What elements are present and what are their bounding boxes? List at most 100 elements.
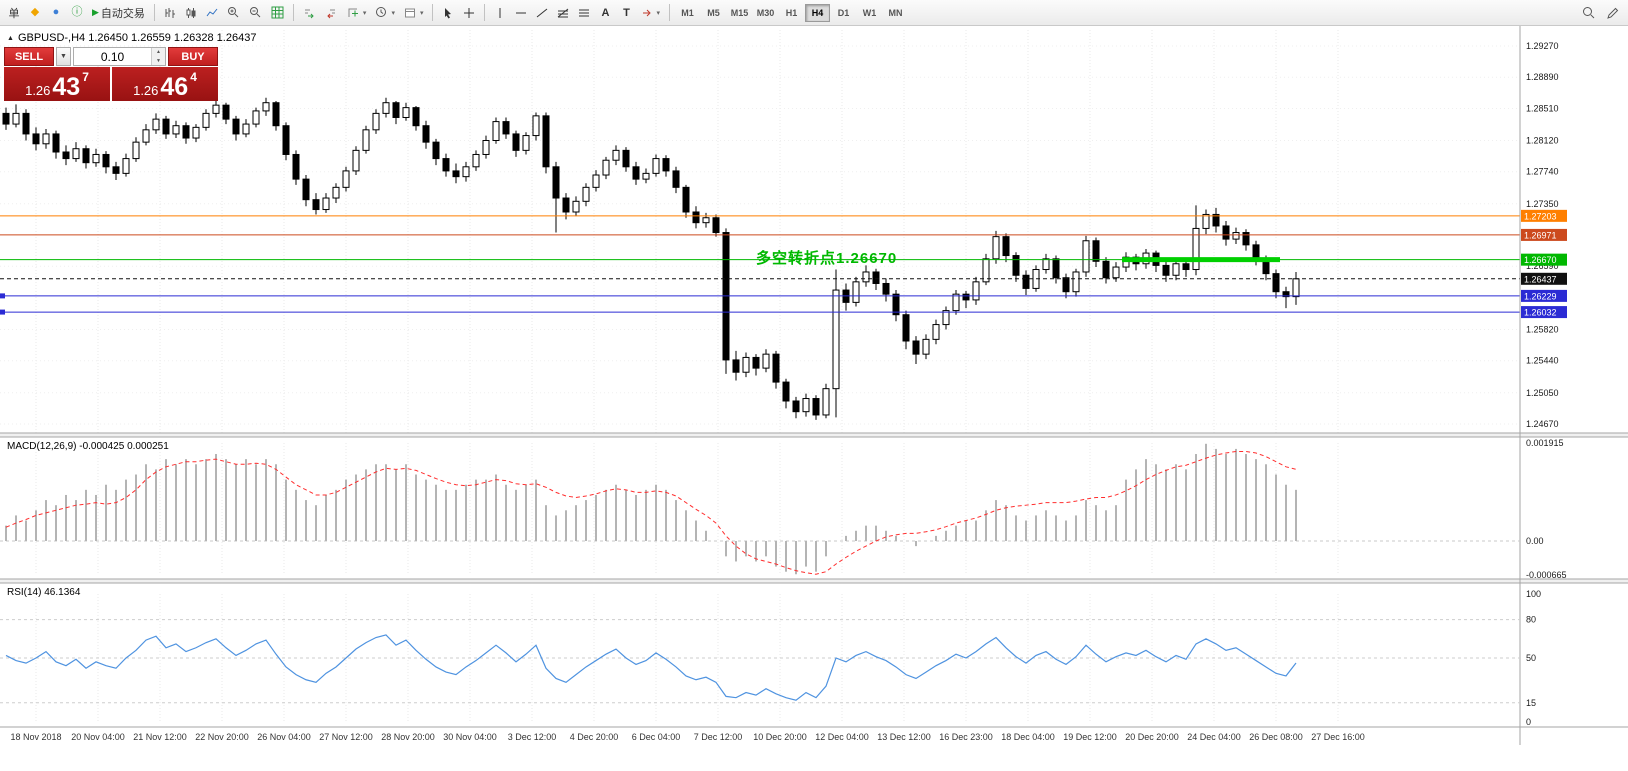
levels-tool-button[interactable] bbox=[574, 3, 594, 23]
toolbar-separator bbox=[432, 4, 434, 21]
cursor-icon bbox=[445, 7, 452, 18]
svg-text:1.28120: 1.28120 bbox=[1526, 136, 1559, 146]
svg-text:19 Dec 12:00: 19 Dec 12:00 bbox=[1063, 732, 1117, 742]
search-button[interactable] bbox=[1578, 3, 1600, 23]
vertical-line-tool-button[interactable] bbox=[490, 3, 510, 23]
trade-prices-row: 1.26 43 7 1.26 46 4 bbox=[4, 67, 218, 101]
volume-input[interactable] bbox=[74, 48, 151, 65]
crosshair-tool-button[interactable] bbox=[459, 3, 479, 23]
bar-chart-button[interactable] bbox=[160, 3, 180, 23]
svg-text:20 Dec 20:00: 20 Dec 20:00 bbox=[1125, 732, 1179, 742]
arrows-tool-button[interactable]: ▾ bbox=[637, 3, 664, 23]
zoom-in-button[interactable] bbox=[223, 3, 244, 23]
candlestick-chart-button[interactable] bbox=[181, 3, 201, 23]
timeframe-w1[interactable]: W1 bbox=[857, 4, 882, 22]
trendline-tool-button[interactable] bbox=[532, 3, 552, 23]
news-button[interactable]: ⓘ bbox=[67, 3, 87, 23]
chart-shift-button[interactable] bbox=[321, 3, 342, 23]
market-button[interactable]: ◆ bbox=[25, 3, 45, 23]
cursor-tool-button[interactable] bbox=[438, 3, 458, 23]
one-click-trading-panel: SELL ▼ ▲ ▼ BUY 1.26 43 7 1.26 46 4 bbox=[4, 47, 218, 101]
timeframe-mn[interactable]: MN bbox=[883, 4, 908, 22]
svg-text:1.26590: 1.26590 bbox=[1526, 261, 1559, 271]
volume-down-button[interactable]: ▼ bbox=[152, 56, 165, 65]
volume-stepper: ▲ ▼ bbox=[73, 47, 166, 66]
line-chart-button[interactable] bbox=[202, 3, 222, 23]
volume-spinner: ▲ ▼ bbox=[151, 48, 165, 65]
svg-text:18 Dec 04:00: 18 Dec 04:00 bbox=[1001, 732, 1055, 742]
macd-pane: 0.001915 0.00 -0.000665 bbox=[0, 438, 1567, 580]
toolbar: 单 ◆ ● ⓘ ▶ 自动交易 ▾ ▾ ▾ A T ▾ M1 M5 M15 M30 bbox=[0, 0, 1628, 26]
templates-button[interactable]: ▾ bbox=[400, 3, 428, 23]
toolbar-separator bbox=[484, 4, 486, 21]
clock-icon bbox=[376, 7, 387, 17]
svg-text:0.001915: 0.001915 bbox=[1526, 438, 1564, 448]
new-order-button[interactable]: 单 bbox=[4, 3, 24, 23]
svg-text:13 Dec 12:00: 13 Dec 12:00 bbox=[877, 732, 931, 742]
buy-button[interactable]: BUY bbox=[168, 47, 218, 66]
toolbar-separator bbox=[668, 4, 670, 21]
timeframe-m30[interactable]: M30 bbox=[753, 4, 778, 22]
levels-icon bbox=[579, 9, 590, 16]
svg-text:1.26032: 1.26032 bbox=[1524, 308, 1557, 318]
zoom-out-button[interactable] bbox=[245, 3, 266, 23]
svg-text:6 Dec 04:00: 6 Dec 04:00 bbox=[632, 732, 681, 742]
sell-price-prefix: 1.26 bbox=[25, 82, 51, 98]
autotrading-label: 自动交易 bbox=[100, 7, 145, 20]
buy-price-box[interactable]: 1.26 46 4 bbox=[112, 67, 218, 101]
fibonacci-tool-button[interactable] bbox=[553, 3, 573, 23]
auto-scroll-button[interactable] bbox=[299, 3, 320, 23]
symbol-ohlc-readout: GBPUSD-,H4 1.26450 1.26559 1.26328 1.264… bbox=[17, 32, 257, 44]
diamond-icon: ◆ bbox=[30, 6, 40, 18]
sell-price-box[interactable]: 1.26 43 7 bbox=[4, 67, 110, 101]
edit-button[interactable] bbox=[1602, 3, 1624, 23]
text-tool-button[interactable]: A bbox=[595, 3, 615, 23]
autotrading-button[interactable]: ▶ 自动交易 bbox=[88, 3, 149, 23]
svg-text:1.25440: 1.25440 bbox=[1526, 356, 1559, 366]
grid-icon bbox=[271, 6, 284, 19]
timeframe-h4[interactable]: H4 bbox=[804, 3, 830, 22]
symbol-icon: ▲ bbox=[7, 34, 14, 42]
text-tool-label: A bbox=[601, 6, 610, 19]
buy-price-prefix: 1.26 bbox=[133, 82, 159, 98]
indicators-button[interactable]: ▾ bbox=[343, 3, 371, 23]
timeframe-d1[interactable]: D1 bbox=[831, 4, 856, 22]
svg-text:3 Dec 12:00: 3 Dec 12:00 bbox=[508, 732, 557, 742]
grid-button[interactable] bbox=[267, 3, 288, 23]
svg-text:1.26437: 1.26437 bbox=[1524, 274, 1557, 284]
sell-price-sup: 7 bbox=[82, 70, 89, 84]
svg-text:0: 0 bbox=[1526, 717, 1531, 727]
new-order-label: 单 bbox=[8, 7, 20, 20]
price-level-lines bbox=[0, 215, 1520, 315]
trendline-icon bbox=[537, 8, 548, 17]
timeframe-m15[interactable]: M15 bbox=[727, 4, 752, 22]
timeframe-m5[interactable]: M5 bbox=[701, 4, 726, 22]
label-tool-label: T bbox=[623, 6, 630, 19]
trade-options-dropdown[interactable]: ▼ bbox=[56, 47, 71, 66]
svg-text:1.25050: 1.25050 bbox=[1526, 388, 1559, 398]
label-tool-button[interactable]: T bbox=[616, 3, 636, 23]
svg-text:1.27740: 1.27740 bbox=[1526, 167, 1559, 177]
auto-scroll-icon bbox=[304, 9, 314, 18]
crosshair-icon bbox=[464, 7, 475, 18]
volume-up-button[interactable]: ▲ bbox=[152, 48, 165, 57]
signals-button[interactable]: ● bbox=[46, 3, 66, 23]
timeframe-h1[interactable]: H1 bbox=[779, 4, 804, 22]
timeframe-m1[interactable]: M1 bbox=[675, 4, 700, 22]
line-chart-icon bbox=[206, 8, 218, 16]
horizontal-line-tool-button[interactable] bbox=[511, 3, 531, 23]
chart-shift-icon bbox=[327, 9, 335, 18]
toolbar-right-group bbox=[1578, 3, 1624, 23]
svg-text:0.00: 0.00 bbox=[1526, 536, 1544, 546]
chart-text-annotation[interactable]: 多空转折点1.26670 bbox=[756, 250, 898, 267]
buy-price-sup: 4 bbox=[190, 70, 197, 84]
svg-text:28 Nov 20:00: 28 Nov 20:00 bbox=[381, 732, 435, 742]
chevron-down-icon: ▾ bbox=[362, 9, 367, 17]
svg-text:1.25820: 1.25820 bbox=[1526, 325, 1559, 335]
symbol-header: ▲ GBPUSD-,H4 1.26450 1.26559 1.26328 1.2… bbox=[7, 32, 256, 44]
chevron-down-icon: ▼ bbox=[60, 53, 67, 60]
svg-text:21 Nov 12:00: 21 Nov 12:00 bbox=[133, 732, 187, 742]
sell-button[interactable]: SELL bbox=[4, 47, 54, 66]
periods-button[interactable]: ▾ bbox=[371, 3, 399, 23]
